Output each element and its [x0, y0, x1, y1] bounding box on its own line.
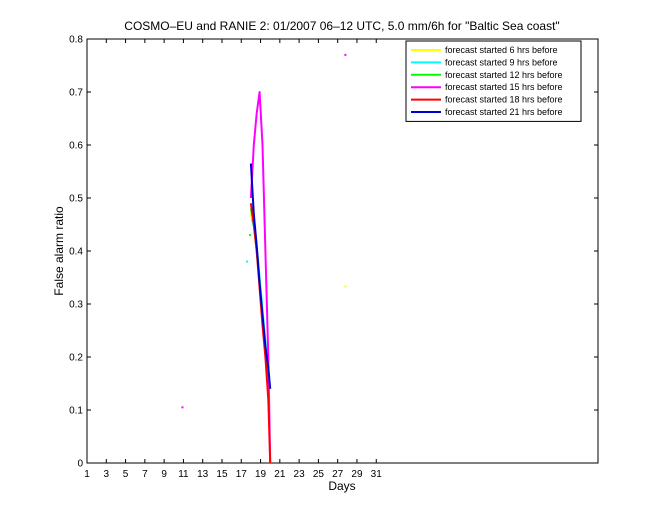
x-tick-label: 7 — [142, 469, 148, 480]
x-tick-label: 1 — [84, 469, 90, 480]
x-tick-label: 25 — [313, 469, 325, 480]
y-axis: 0 0.1 0.2 0.3 0.4 0.5 0.6 0.7 0.8 — [69, 35, 598, 470]
series-point-4 — [181, 406, 184, 409]
x-tick-label: 29 — [351, 469, 363, 480]
x-tick-label: 5 — [123, 469, 129, 480]
series-point-4 — [344, 53, 347, 56]
x-tick-label: 17 — [236, 469, 248, 480]
x-tick-label: 9 — [161, 469, 167, 480]
y-axis-label: False alarm ratio — [52, 206, 66, 296]
x-tick-label: 3 — [104, 469, 110, 480]
legend-entry: forecast started 6 hrs before — [445, 45, 558, 55]
x-tick-label: 21 — [274, 469, 286, 480]
x-tick-label: 11 — [178, 469, 189, 480]
legend-entry: forecast started 21 hrs before — [445, 107, 563, 117]
x-tick-label: 23 — [294, 469, 306, 480]
y-tick-label: 0.2 — [69, 353, 83, 364]
series-point-3 — [248, 234, 251, 237]
x-tick-label: 15 — [216, 469, 228, 480]
y-tick-label: 0.7 — [69, 88, 83, 99]
chart-title: COSMO–EU and RANIE 2: 01/2007 06–12 UTC,… — [124, 19, 559, 33]
x-tick-label: 27 — [332, 469, 344, 480]
y-tick-label: 0.5 — [69, 194, 83, 205]
series-line-6 — [249, 163, 272, 389]
legend-box — [405, 40, 582, 122]
series-line-4 — [249, 91, 272, 464]
x-tick-label: 13 — [197, 469, 209, 480]
legend-entry: forecast started 12 hrs before — [445, 70, 563, 80]
legend: forecast started 6 hrs before forecast st… — [405, 40, 582, 122]
series-point-1 — [344, 285, 347, 288]
y-tick-label: 0.6 — [69, 141, 83, 152]
y-tick-label: 0.4 — [69, 247, 83, 258]
y-tick-label: 0.3 — [69, 300, 83, 311]
y-tick-label: 0.1 — [69, 406, 83, 417]
y-tick-label: 0 — [77, 459, 83, 470]
series-point-2 — [246, 260, 249, 263]
x-tick-label: 19 — [255, 469, 267, 480]
legend-entry: forecast started 15 hrs before — [445, 82, 563, 92]
x-axis-label: Days — [328, 479, 355, 493]
y-tick-label: 0.8 — [69, 35, 83, 46]
legend-entry: forecast started 18 hrs before — [445, 95, 563, 105]
legend-entry: forecast started 9 hrs before — [445, 57, 558, 67]
x-tick-label: 31 — [371, 469, 383, 480]
series-layer — [181, 53, 347, 464]
x-axis: 1 3 5 7 9 11 13 15 17 19 21 23 25 27 29 31 — [84, 39, 382, 480]
